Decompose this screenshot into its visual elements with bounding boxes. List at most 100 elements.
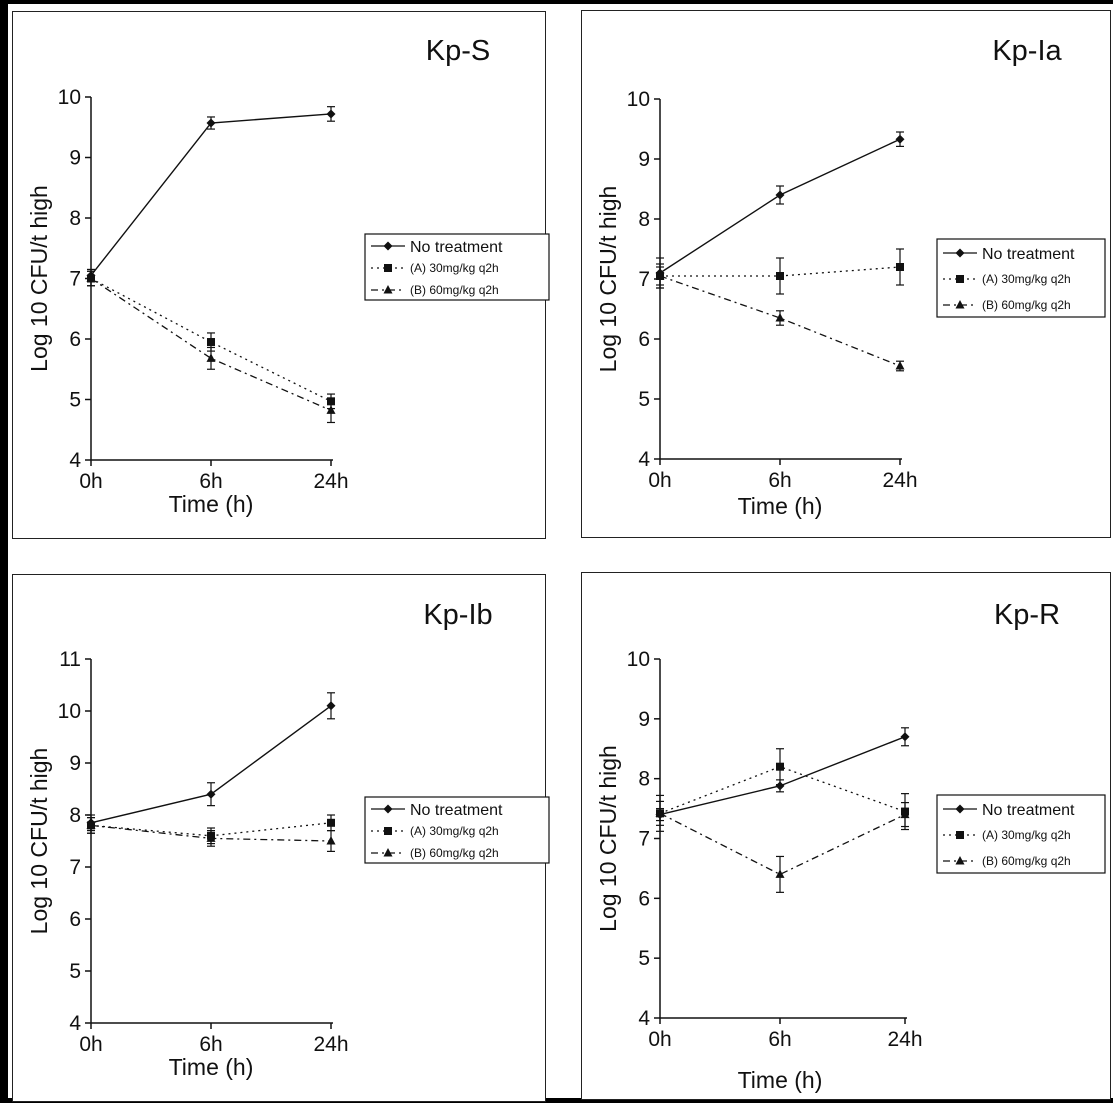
chart-svg-kp-ib: Kp-Ib 4 5 6 7 8 9 10 11 0h 6h 24h Time (h) Log 10 CFU… [26, 599, 550, 1080]
data-point-no-treatment [900, 732, 910, 742]
data-point-a-30mg-kg-q2h [207, 338, 215, 347]
y-tick-label: 10 [627, 88, 650, 111]
data-point-b-60mg-kg-q2h [900, 809, 910, 819]
legend: No treatment (A) 30mg/kg q2h (B) 60mg/kg q… [936, 238, 1106, 318]
chart-panel-kp-r: Kp-R 4 5 6 7 8 9 10 0h 6h 24h Time (h) Log 10 CFU/t … [581, 572, 1111, 1100]
x-tick-label: 6h [199, 470, 222, 493]
data-point-no-treatment [206, 789, 216, 799]
y-tick-label: 5 [638, 388, 650, 411]
legend: No treatment (A) 30mg/kg q2h (B) 60mg/kg q… [364, 233, 550, 301]
legend-marker [384, 827, 392, 835]
y-axis-label: Log 10 CFU/t high [595, 186, 621, 373]
legend-label: No treatment [982, 246, 1075, 263]
y-axis-label: Log 10 CFU/t high [595, 745, 621, 932]
series-no-treatment [655, 727, 910, 822]
legend-box [936, 238, 1106, 318]
legend-label: No treatment [982, 802, 1075, 819]
legend-label: (A) 30mg/kg q2h [410, 824, 499, 838]
y-tick-label: 4 [69, 1012, 81, 1035]
y-tick-label: 6 [69, 908, 81, 931]
chart-title: Kp-R [994, 599, 1060, 631]
y-tick-label: 8 [69, 804, 81, 827]
data-point-b-60mg-kg-q2h [326, 405, 336, 414]
series-no-treatment [86, 106, 336, 283]
y-tick-label: 7 [69, 268, 81, 291]
x-axis-label: Time (h) [169, 491, 254, 517]
x-axis-label: Time (h) [738, 1067, 823, 1093]
data-point-b-60mg-kg-q2h [655, 808, 665, 817]
data-point-b-60mg-kg-q2h [895, 361, 905, 370]
y-tick-label: 10 [627, 648, 650, 671]
legend-marker [383, 285, 393, 294]
series-line-b-60mg-kg-q2h [659, 812, 906, 876]
y-tick-label: 4 [638, 1007, 650, 1030]
y-tick-label: 9 [638, 148, 650, 171]
series-line-a-30mg-kg-q2h [659, 766, 906, 814]
y-tick-label: 6 [638, 887, 650, 910]
y-tick-label: 8 [638, 208, 650, 231]
y-tick-label: 10 [58, 700, 81, 723]
chart-panel-kp-s: Kp-S 4 5 6 7 8 9 10 0h 6h 24h Time (h) Log 10 CFU/t … [12, 11, 550, 539]
legend: No treatment (A) 30mg/kg q2h (B) 60mg/kg q… [364, 796, 550, 864]
legend-marker [955, 804, 965, 814]
data-point-a-30mg-kg-q2h [776, 272, 784, 280]
legend-label: No treatment [410, 239, 503, 256]
legend-marker [955, 248, 965, 258]
legend-marker [955, 300, 965, 309]
data-point-no-treatment [775, 190, 785, 200]
y-tick-label: 5 [638, 947, 650, 970]
y-tick-label: 10 [58, 86, 81, 109]
y-tick-label: 9 [69, 147, 81, 170]
legend-label: (B) 60mg/kg q2h [982, 854, 1071, 868]
x-tick-label: 0h [648, 469, 671, 492]
legend-marker [955, 856, 965, 865]
y-tick-label: 9 [638, 708, 650, 731]
data-point-b-60mg-kg-q2h [206, 353, 216, 362]
data-point-b-60mg-kg-q2h [775, 313, 785, 322]
data-point-b-60mg-kg-q2h [775, 869, 785, 878]
y-tick-label: 7 [638, 268, 650, 291]
y-tick-label: 11 [59, 648, 81, 671]
legend-label: (A) 30mg/kg q2h [982, 828, 1071, 842]
legend-label: (A) 30mg/kg q2h [982, 272, 1071, 286]
x-axis-label: Time (h) [169, 1054, 254, 1080]
x-tick-label: 6h [199, 1033, 222, 1056]
legend-box [364, 796, 550, 864]
data-point-no-treatment [326, 109, 336, 119]
legend-box [364, 233, 550, 301]
chart-title: Kp-S [426, 35, 490, 67]
legend-marker [384, 264, 392, 272]
chart-title: Kp-Ia [992, 35, 1062, 67]
x-tick-label: 6h [768, 469, 791, 492]
data-point-no-treatment [326, 701, 336, 711]
x-tick-label: 0h [648, 1028, 671, 1051]
legend: No treatment (A) 30mg/kg q2h (B) 60mg/kg q… [936, 794, 1106, 874]
y-tick-label: 7 [69, 856, 81, 879]
legend-label: (B) 60mg/kg q2h [410, 846, 499, 860]
x-tick-label: 24h [882, 469, 917, 492]
series-a-30mg-kg-q2h [87, 270, 335, 410]
y-tick-label: 6 [638, 328, 650, 351]
legend-label: (B) 60mg/kg q2h [410, 283, 499, 297]
data-point-b-60mg-kg-q2h [206, 833, 216, 842]
y-axis-label: Log 10 CFU/t high [26, 185, 52, 372]
series-line-no-treatment [659, 138, 901, 274]
chart-svg-kp-ia: Kp-Ia 4 5 6 7 8 9 10 0h 6h 24h Time (h) Log 10 CFU/t… [595, 35, 1106, 519]
series-no-treatment [86, 692, 336, 832]
x-tick-label: 24h [313, 470, 348, 493]
legend-marker [383, 804, 393, 814]
series-b-60mg-kg-q2h [655, 800, 910, 893]
data-point-a-30mg-kg-q2h [896, 263, 904, 271]
data-point-no-treatment [206, 118, 216, 128]
data-point-b-60mg-kg-q2h [86, 273, 96, 282]
data-point-b-60mg-kg-q2h [86, 820, 96, 829]
legend-label: (B) 60mg/kg q2h [982, 298, 1071, 312]
x-tick-label: 0h [79, 470, 102, 493]
series-b-60mg-kg-q2h [86, 270, 336, 424]
legend-marker [956, 275, 964, 283]
legend-box [936, 794, 1106, 874]
chart-svg-kp-s: Kp-S 4 5 6 7 8 9 10 0h 6h 24h Time (h) Log 10 CFU/t … [26, 35, 550, 517]
data-point-a-30mg-kg-q2h [327, 818, 335, 827]
y-tick-label: 8 [69, 207, 81, 230]
series-b-60mg-kg-q2h [655, 266, 905, 372]
